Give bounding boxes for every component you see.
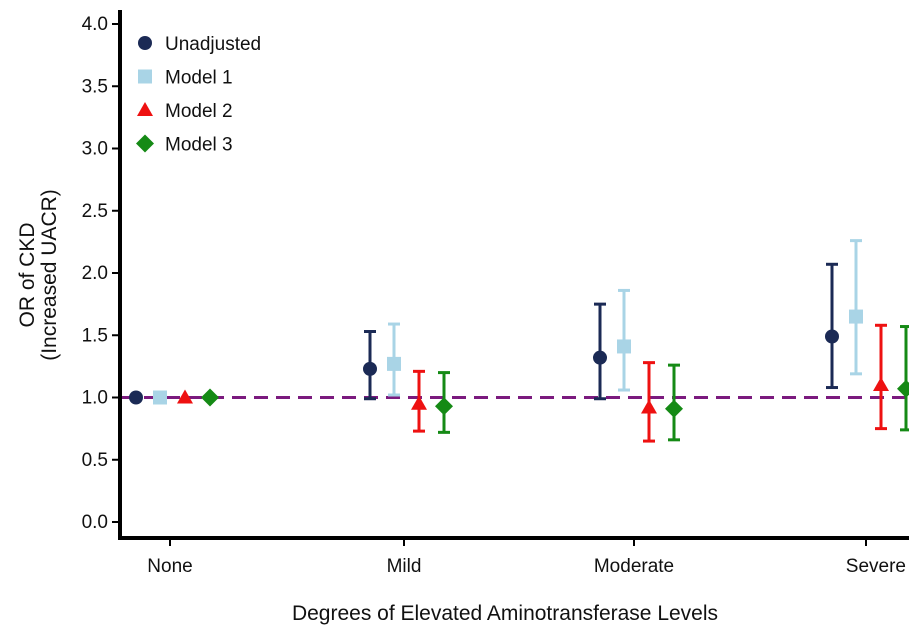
data-point [387,356,401,371]
data-point [849,309,863,324]
data-point [411,395,427,410]
y-tick-label: 2.0 [82,263,108,284]
data-point [825,329,839,344]
y-tick-label: 3.0 [82,139,108,160]
legend-item: Model 3 [136,134,233,156]
y-tick-label: 0.0 [82,512,108,533]
y-tick-label: 1.0 [82,388,108,409]
legend-label: Model 1 [165,68,233,89]
x-tick-label: Severe [846,556,906,577]
legend-marker [137,102,153,116]
legend-label: Unadjusted [165,34,261,55]
legend-label: Model 2 [165,101,233,122]
y-axis-title-line1: OR of CKD [16,222,39,327]
legend-item: Unadjusted [138,34,261,55]
axes: 0.0 0.5 1.0 1.5 2.0 2.5 3.0 3.5 4.0 None Mild Moder… [82,10,909,577]
legend-item: Model 2 [137,101,233,122]
x-tick-label: None [147,556,192,577]
data-point [201,388,219,407]
data-point [665,399,683,418]
marks-layer [129,239,909,443]
legend: Unadjusted Model 1 Model 2 Model 3 [136,34,261,156]
y-tick-label: 2.5 [82,201,108,222]
x-tick-label: Moderate [594,556,674,577]
legend-marker [136,134,154,153]
data-point [435,397,453,416]
y-tick-label: 4.0 [82,14,108,35]
y-tick-label: 0.5 [82,450,108,471]
legend-marker [138,69,152,84]
data-point [617,339,631,354]
y-axis-title: OR of CKD (Increased UACR) [16,189,61,361]
series-unadjusted [129,262,839,405]
legend-item: Model 1 [138,68,233,89]
data-point [873,377,889,392]
series-model-2 [177,323,889,443]
legend-marker [138,36,152,50]
data-point [129,390,143,405]
data-point [641,399,657,414]
series-model-3 [201,325,909,442]
x-axis-title: Degrees of Elevated Aminotransferase Lev… [292,602,718,625]
legend-label: Model 3 [165,135,233,156]
series-model-1 [153,239,863,405]
data-point [153,390,167,405]
data-point [897,379,909,398]
y-tick-label: 1.5 [82,325,108,346]
data-point [593,350,607,365]
data-point [363,361,377,376]
y-axis-title-line2: (Increased UACR) [38,189,61,361]
x-tick-label: Mild [387,556,422,577]
y-tick-label: 3.5 [82,76,108,97]
data-point [177,389,193,404]
